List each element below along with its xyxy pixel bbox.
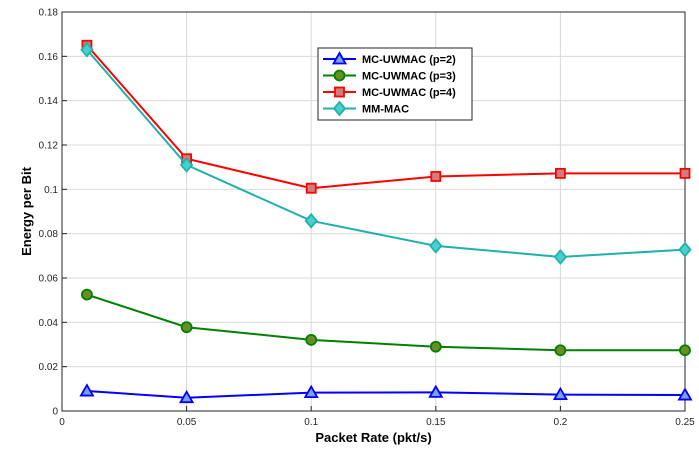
series-group xyxy=(79,39,693,404)
y-tick-label: 0.08 xyxy=(39,229,59,240)
series-4 xyxy=(80,41,692,265)
x-tick-label: 0.25 xyxy=(675,417,695,428)
legend-label: MM-MAC xyxy=(362,104,409,116)
y-tick-label: 0.12 xyxy=(39,141,59,152)
legend-item: MC-UWMAC (p=2) xyxy=(323,51,456,66)
legend-marker xyxy=(334,86,345,98)
data-point xyxy=(305,182,317,194)
y-tick-label: 0.02 xyxy=(39,362,59,373)
legend-item: MM-MAC xyxy=(323,100,409,117)
y-tick-label: 0 xyxy=(52,407,58,418)
data-point xyxy=(179,157,194,173)
data-point xyxy=(679,344,691,357)
legend-label: MC-UWMAC (p=3) xyxy=(362,71,456,83)
y-tick-label: 0.16 xyxy=(39,52,59,63)
x-tick-label: 0.2 xyxy=(553,417,567,428)
y-tick-label: 0.14 xyxy=(39,96,59,107)
series-line xyxy=(86,390,686,399)
legend-marker xyxy=(331,51,348,65)
legend: MC-UWMAC (p=2) MC-UWMAC (p=3) MC-UWMAC (p=… xyxy=(317,47,473,121)
data-point xyxy=(80,41,94,58)
x-tick-label: 0.15 xyxy=(426,417,446,428)
legend-item: MC-UWMAC (p=4) xyxy=(323,86,456,99)
data-point xyxy=(429,237,443,254)
data-point xyxy=(679,167,691,179)
x-tick-label: 0 xyxy=(59,417,65,428)
y-tick-label: 0.06 xyxy=(39,274,59,285)
data-point xyxy=(179,389,195,404)
data-point xyxy=(81,288,93,301)
y-tick-label: 0.18 xyxy=(39,8,59,19)
data-point xyxy=(555,167,566,179)
legend-item: MC-UWMAC (p=3) xyxy=(323,69,456,83)
data-point xyxy=(677,387,693,401)
legend-label: MC-UWMAC (p=2) xyxy=(362,54,456,66)
plot-area xyxy=(61,11,686,412)
data-point xyxy=(678,241,692,258)
data-point xyxy=(303,384,319,399)
axis-ticks: 0 0.05 0.1 0.15 0.2 0.25 0 0.02 0.04 0.06 0.08 0.1 0… xyxy=(39,8,696,429)
legend-marker xyxy=(333,69,346,82)
data-point xyxy=(428,384,444,398)
series-2 xyxy=(81,288,691,357)
x-tick-label: 0.1 xyxy=(304,417,318,428)
data-point xyxy=(429,340,442,353)
data-point xyxy=(304,212,318,229)
data-point xyxy=(430,171,442,182)
series-line xyxy=(86,49,686,258)
y-tick-label: 0.1 xyxy=(44,185,58,196)
x-axis-label: Packet Rate (pkt/s) xyxy=(315,430,431,445)
data-point xyxy=(79,383,95,397)
legend-label: MC-UWMAC (p=4) xyxy=(362,87,456,99)
data-point xyxy=(552,386,568,400)
series-1 xyxy=(79,383,693,404)
y-axis-label: Energy per Bit xyxy=(19,166,34,256)
x-tick-label: 0.05 xyxy=(177,417,197,428)
data-point xyxy=(553,249,568,265)
data-point xyxy=(554,344,567,357)
data-point xyxy=(305,333,318,346)
series-line xyxy=(86,44,685,190)
data-point xyxy=(180,321,193,334)
y-tick-label: 0.04 xyxy=(39,318,59,329)
legend-marker xyxy=(332,100,347,117)
series-line xyxy=(86,293,685,352)
